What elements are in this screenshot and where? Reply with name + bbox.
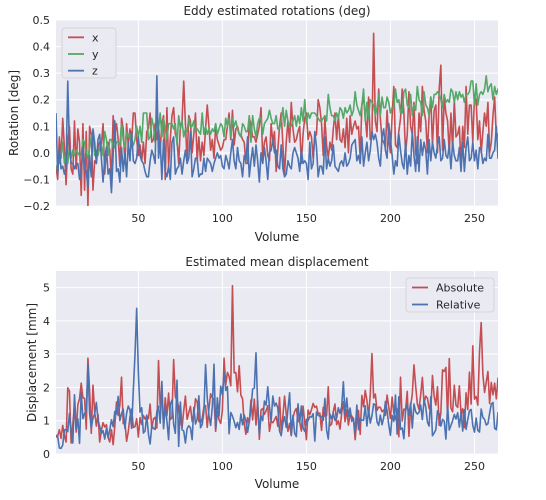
x-tick-label: 50 [131, 460, 145, 473]
x-axis-label: Volume [255, 230, 300, 244]
y-axis-label: Rotation [deg] [7, 70, 21, 156]
x-tick-label: 150 [296, 212, 317, 225]
legend-label-absolute: Absolute [436, 282, 484, 295]
legend: xyz [61, 27, 117, 79]
chart-title: Estimated mean displacement [185, 255, 368, 269]
y-tick-label: −0.1 [23, 173, 50, 186]
y-tick-label: 0.4 [33, 41, 51, 54]
x-tick-label: 200 [380, 460, 401, 473]
y-tick-label: 0.1 [33, 120, 51, 133]
series-group [56, 284, 498, 450]
y-tick-label: 5 [43, 282, 50, 295]
x-tick-label: 250 [464, 212, 485, 225]
legend: Absolute Relative [405, 277, 495, 313]
legend-box [405, 277, 495, 313]
series-line-y [56, 75, 498, 170]
series-group [56, 32, 498, 206]
y-tick-label: 0.2 [33, 94, 51, 107]
legend-label-x: x [92, 31, 99, 44]
legend-box [61, 27, 117, 79]
x-tick-label: 150 [296, 460, 317, 473]
y-tick-label: 4 [43, 315, 50, 328]
y-tick-label: 1 [43, 415, 50, 428]
x-tick-label: 50 [131, 212, 145, 225]
legend-label-y: y [92, 48, 99, 61]
legend-label-z: z [92, 65, 98, 78]
x-tick-label: 200 [380, 212, 401, 225]
x-tick-label: 250 [464, 460, 485, 473]
y-tick-label: 2 [43, 381, 50, 394]
chart-1: 50 100 150 200 250 −0.2 −0.1 0.0 0.1 0.2 0.3 0.4 0.5… [7, 4, 498, 244]
y-tick-label: −0.2 [23, 200, 50, 213]
series-line-z [56, 75, 498, 194]
y-tick-label: 0.5 [33, 14, 51, 27]
chart-title: Eddy estimated rotations (deg) [183, 4, 370, 18]
chart-2: 50 100 150 200 250 0 1 2 3 4 5 Estimated mean displ… [25, 255, 498, 491]
x-tick-label: 100 [212, 460, 233, 473]
series-line-relative [56, 307, 498, 450]
x-axis-label: Volume [255, 477, 300, 491]
y-tick-label: 0.3 [33, 67, 51, 80]
legend-label-relative: Relative [436, 299, 481, 312]
x-tick-label: 100 [212, 212, 233, 225]
y-tick-label: 0.0 [33, 147, 51, 160]
series-line-x [56, 32, 498, 206]
y-axis-label: Displacement [mm] [25, 303, 39, 422]
y-tick-label: 0 [43, 448, 50, 461]
y-tick-label: 3 [43, 348, 50, 361]
